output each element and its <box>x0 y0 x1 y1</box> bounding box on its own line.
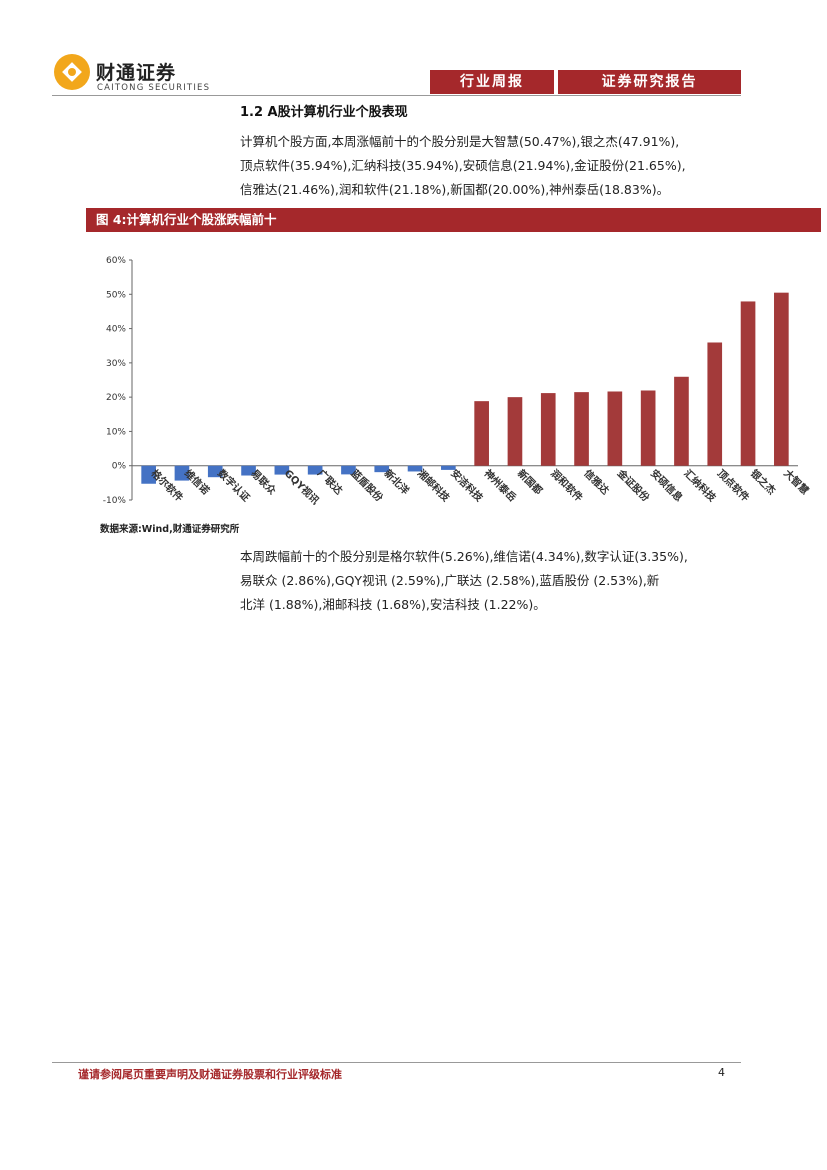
logo-text-en: CAITONG SECURITIES <box>97 83 211 93</box>
category-label: 神州泰岳 <box>482 467 519 504</box>
paragraph-line: 易联众 (2.86%),GQY视讯 (2.59%),广联达 (2.58%),蓝盾… <box>240 573 660 588</box>
category-label: 信雅达 <box>581 467 611 497</box>
bar-gain <box>507 397 523 466</box>
category-label: 湘邮科技 <box>415 467 453 505</box>
bar-gain <box>774 292 789 466</box>
data-source: 数据来源:Wind,财通证券研究所 <box>100 524 240 535</box>
bar-gain <box>474 401 489 466</box>
bar-loss <box>341 465 356 475</box>
paragraph-line: 计算机个股方面,本周涨幅前十的个股分别是大智慧(50.47%),银之杰(47.9… <box>240 134 680 149</box>
y-tick-label: 50% <box>106 290 126 300</box>
y-tick-label: 10% <box>106 427 126 437</box>
paragraph-losers: 本周跌幅前十的个股分别是格尔软件(5.26%),维信诺(4.34%),数字认证(… <box>240 545 750 617</box>
bar-loss <box>441 465 456 470</box>
bar-loss <box>274 465 290 475</box>
category-label: 新国都 <box>515 467 545 497</box>
category-label: 大智慧 <box>781 467 811 497</box>
paragraph-gainers: 计算机个股方面,本周涨幅前十的个股分别是大智慧(50.47%),银之杰(47.9… <box>240 130 750 202</box>
figure-caption: 图 4:计算机行业个股涨跌幅前十 <box>86 208 821 232</box>
bar-loss <box>241 465 256 476</box>
bar-loss <box>174 465 190 481</box>
bar-loss <box>307 465 323 475</box>
header-tag-report: 证券研究报告 <box>558 70 741 94</box>
bar-gain <box>574 392 589 466</box>
paragraph-line: 顶点软件(35.94%),汇纳科技(35.94%),安硕信息(21.94%),金… <box>240 158 686 173</box>
y-tick-label: 40% <box>106 325 126 335</box>
header-tag-weekly: 行业周报 <box>430 70 554 94</box>
bar-loss <box>207 465 223 478</box>
bar-gain <box>707 342 723 466</box>
header-divider <box>52 95 741 96</box>
bar-gain <box>540 393 556 466</box>
logo-text-cn: 财通证券 <box>96 62 177 84</box>
company-logo: 财通证券 CAITONG SECURITIES <box>52 52 252 98</box>
category-label: 安硕信息 <box>648 467 685 504</box>
category-label: 润和软件 <box>548 467 585 504</box>
category-label: 安洁科技 <box>448 467 486 505</box>
footer-divider <box>52 1062 741 1063</box>
section-title: 1.2 A股计算机行业个股表现 <box>240 105 408 120</box>
bar-gain <box>740 301 756 466</box>
paragraph-line: 本周跌幅前十的个股分别是格尔软件(5.26%),维信诺(4.34%),数字认证(… <box>240 549 688 564</box>
category-label: 新北洋 <box>382 467 412 497</box>
category-label: 金证股份 <box>614 466 653 505</box>
bar-loss <box>407 465 423 472</box>
bar-gain <box>607 391 623 466</box>
category-label: 蓝盾股份 <box>348 467 386 505</box>
bar-gain <box>674 376 689 466</box>
bar-loss <box>374 465 390 473</box>
category-label: 汇纳科技 <box>681 467 719 505</box>
category-label: 银之杰 <box>748 467 778 497</box>
category-label: 广联达 <box>315 467 345 497</box>
y-tick-label: 60% <box>106 256 126 266</box>
category-label: 顶点软件 <box>715 467 752 504</box>
y-tick-label: -10% <box>103 496 127 506</box>
coin-logo-icon <box>54 54 90 90</box>
footer-disclaimer: 谨请参阅尾页重要声明及财通证券股票和行业评级标准 <box>78 1068 342 1081</box>
bar-gain <box>640 390 656 466</box>
bar-loss <box>141 465 156 484</box>
paragraph-line: 信雅达(21.46%),润和软件(21.18%),新国都(20.00%),神州泰… <box>240 182 670 197</box>
y-tick-label: 20% <box>106 393 126 403</box>
page-number: 4 <box>718 1066 725 1079</box>
paragraph-line: 北洋 (1.88%),湘邮科技 (1.68%),安洁科技 (1.22%)。 <box>240 597 546 612</box>
y-tick-label: 30% <box>106 359 126 369</box>
category-label: 维信诺 <box>182 467 212 497</box>
y-tick-label: 0% <box>112 462 127 472</box>
